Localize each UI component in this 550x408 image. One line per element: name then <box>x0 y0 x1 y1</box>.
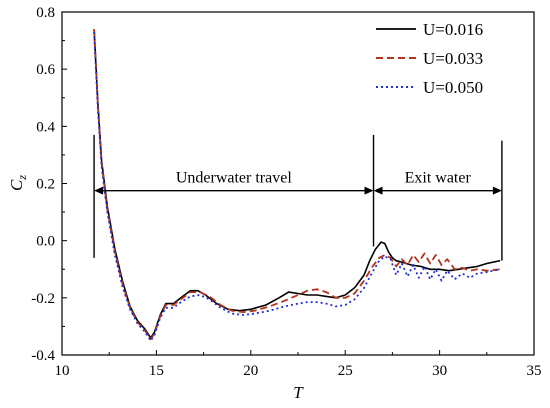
y-axis-label-subscript: z <box>15 175 29 181</box>
y-tick-label: 0.8 <box>36 5 55 21</box>
series-line-3 <box>93 31 501 342</box>
series-line-2 <box>93 29 501 341</box>
y-tick-label: -0.4 <box>31 348 55 364</box>
y-tick-label: -0.2 <box>31 291 55 307</box>
x-tick-label: 10 <box>55 363 70 379</box>
phase-label-2: Exit water <box>405 170 472 187</box>
x-tick-label: 25 <box>338 363 353 379</box>
legend-label-2: U=0.033 <box>423 49 483 68</box>
x-tick-label: 35 <box>527 363 542 379</box>
y-tick-label: 0.6 <box>36 62 55 78</box>
tick-layer: 10 15 20 25 30 35 -0.4 -0.2 0.0 0.2 0.4 0.6 0.8 <box>31 5 541 379</box>
legend-label-1: U=0.016 <box>423 20 483 39</box>
x-tick-label: 30 <box>432 363 447 379</box>
x-tick-label: 20 <box>243 363 258 379</box>
arrowhead-right-1 <box>364 186 374 195</box>
legend-label-3: U=0.050 <box>423 78 483 97</box>
phase-label-1: Underwater travel <box>176 170 292 187</box>
legend: U=0.016 U=0.033 U=0.050 <box>376 20 483 97</box>
arrowhead-left-2 <box>373 186 383 195</box>
y-tick-label: 0.0 <box>36 234 55 250</box>
y-axis-label: Cz <box>7 175 29 191</box>
y-axis-label-main: C <box>7 179 26 191</box>
annotation-layer: Underwater travel Exit water <box>93 134 503 261</box>
x-tick-label: 15 <box>149 363 164 379</box>
arrowhead-left-1 <box>94 186 104 195</box>
y-tick-label: 0.2 <box>36 177 55 193</box>
series-layer <box>93 29 501 342</box>
y-tick-label: 0.4 <box>36 119 55 135</box>
x-axis-label: T <box>293 383 304 402</box>
arrowhead-right-2 <box>492 186 502 195</box>
